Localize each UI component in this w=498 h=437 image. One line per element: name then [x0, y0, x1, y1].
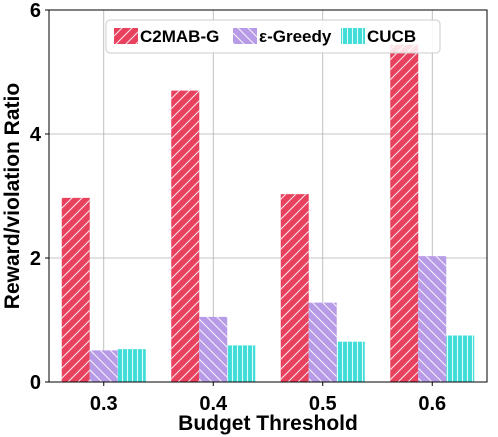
x-tick-label: 0.4 — [199, 393, 228, 415]
y-tick-label: 0 — [30, 372, 41, 394]
y-tick-label: 6 — [30, 0, 41, 22]
bars — [61, 44, 475, 382]
bar-hatch — [61, 197, 90, 382]
legend-swatch-hatch — [114, 28, 138, 44]
bar-hatch — [89, 350, 118, 382]
bar-hatch — [171, 90, 200, 382]
bar — [171, 90, 200, 382]
x-tick-label: 0.3 — [90, 393, 118, 415]
legend-item: C2MAB-G — [114, 27, 219, 46]
y-tick-label: 4 — [30, 124, 42, 146]
bar — [61, 197, 90, 382]
bar — [280, 194, 309, 382]
bar — [89, 350, 118, 382]
bar — [390, 44, 419, 382]
y-tick-label: 2 — [30, 248, 41, 270]
bar-hatch — [280, 194, 309, 382]
x-axis-title: Budget Threshold — [178, 412, 358, 435]
bar-hatch — [308, 302, 337, 382]
bar-hatch — [117, 349, 146, 382]
legend-swatch-hatch — [341, 28, 365, 44]
plot-frame — [48, 9, 488, 383]
axis-ticks: 0 2 4 6 0.3 0.4 0.5 0.6 — [30, 0, 446, 415]
bar — [446, 335, 475, 382]
x-tick-label: 0.6 — [418, 393, 446, 415]
bar-hatch — [227, 345, 256, 382]
legend-label: C2MAB-G — [140, 27, 219, 46]
legend-label: ε-Greedy — [259, 27, 332, 46]
bar-hatch — [418, 256, 447, 382]
bar — [308, 302, 337, 382]
bar — [227, 345, 256, 382]
legend-item: CUCB — [341, 27, 416, 46]
bar — [199, 316, 228, 382]
legend-swatch-hatch — [233, 28, 257, 44]
bar — [418, 256, 447, 382]
legend-label: CUCB — [367, 27, 416, 46]
legend: C2MAB-G ε-Greedy CUCB — [105, 19, 441, 54]
x-tick-label: 0.5 — [309, 393, 337, 415]
bar-hatch — [199, 316, 228, 382]
y-axis-title: Reward/violation Ratio — [1, 83, 24, 309]
bar-hatch — [390, 44, 419, 382]
bar-hatch — [336, 341, 365, 382]
bar — [336, 341, 365, 382]
bar — [117, 349, 146, 382]
bar-hatch — [446, 335, 475, 382]
legend-item: ε-Greedy — [233, 27, 332, 46]
